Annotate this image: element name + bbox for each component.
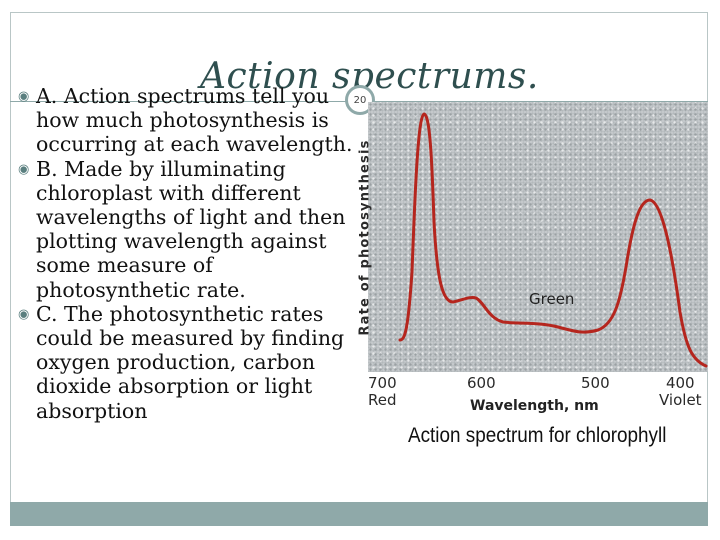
x-tick-label: 600 (467, 374, 496, 392)
slide-number: 20 (353, 94, 367, 106)
figure-caption: Action spectrum for chlorophyll (408, 424, 667, 447)
y-axis-label: Rate of photosynthesis (357, 139, 373, 336)
action-spectrum-figure: Rate of photosynthesis Green 700 Red 600… (358, 102, 708, 502)
slide-number-badge: 20 (345, 85, 375, 115)
x-tick-label: 700 (368, 374, 397, 392)
plot-svg (398, 112, 708, 368)
x-tick-label: 400 (665, 374, 695, 392)
bullet-item: ◉ B. Made by illuminating chloroplast wit… (18, 157, 363, 302)
plot-background (368, 102, 708, 372)
bullet-item: ◉ A. Action spectrums tell you how much p… (18, 84, 363, 157)
bullet-text: A. Action spectrums tell you how much ph… (36, 84, 353, 157)
bullet-text: B. Made by illuminating chloroplast with… (36, 156, 346, 302)
x-tick-400: 400 Violet (659, 375, 702, 409)
x-tick-sublabel: Violet (659, 391, 702, 409)
footer-bar (10, 502, 708, 526)
x-tick-600: 600 (467, 375, 496, 392)
bullet-icon: ◉ (18, 161, 30, 177)
green-region-label: Green (529, 290, 575, 308)
x-tick-500: 500 (581, 375, 610, 392)
bullet-icon: ◉ (18, 306, 30, 322)
bullet-text: C. The photosynthetic rates could be mea… (36, 301, 345, 423)
x-tick-sublabel: Red (368, 391, 397, 409)
x-tick-700: 700 Red (368, 375, 397, 409)
x-axis-label: Wavelength, nm (470, 398, 599, 414)
action-spectrum-curve (398, 112, 708, 368)
bullet-icon: ◉ (18, 89, 30, 104)
bullet-list: ◉ A. Action spectrums tell you how much p… (18, 84, 363, 423)
bullet-item: ◉ C. The photosynthetic rates could be me… (18, 302, 363, 423)
x-tick-label: 500 (581, 374, 610, 392)
